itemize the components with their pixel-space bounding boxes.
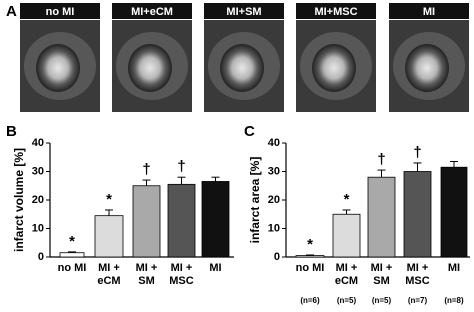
image-label: MI+SM [226,6,261,18]
significance-marker: † [377,151,385,168]
y-tick-label: 30 [268,165,280,177]
bar [295,255,325,258]
x-tick-label: MI + SM [370,262,393,287]
mri-heart [36,44,80,92]
bar [367,176,396,258]
bar [167,183,196,258]
y-tick-label: 40 [32,137,44,149]
y-tick-label: 0 [38,251,44,263]
bar [59,252,85,258]
significance-marker: † [413,144,421,161]
image-label-box [112,3,192,19]
image-label: no MI [46,6,75,18]
bar [94,215,124,258]
image-label-box [296,3,376,19]
y-tick-label: 20 [32,194,44,206]
image-label-box [389,3,469,19]
x-tick-label: no MI [57,262,87,274]
image-label: MI [423,6,435,18]
panel-label: A [6,3,17,20]
y-tick-label: 40 [268,137,280,149]
mri-heart [128,44,172,92]
mri-heart [405,44,449,92]
significance-marker: * [307,236,313,253]
x-tick-label: MI + SM [135,262,158,287]
n-label: (n=6) [300,296,320,305]
y-tick-label: 20 [268,194,280,206]
bar [332,213,361,258]
mri-heart [312,44,356,92]
y-tick-label: 10 [268,222,280,234]
x-tick-label: MI + eCM [97,262,121,287]
image-label: MI+eCM [131,6,173,18]
y-axis-label: infarct area [%] [248,157,262,244]
bar [201,181,230,258]
y-tick-label: 10 [32,222,44,234]
significance-marker: * [69,233,75,250]
bar [440,166,468,258]
x-tick-label: MI + MSC [169,262,194,287]
y-axis-label: infarct volume [%] [12,148,26,252]
significance-marker: * [344,191,350,208]
bar [403,171,432,258]
image-label-box [20,3,100,19]
significance-marker: * [106,191,112,208]
panel-label: B [6,123,17,140]
x-tick-label: no MI [295,262,325,274]
n-label: (n=8) [444,296,464,305]
significance-marker: † [142,161,150,178]
mri-heart [220,44,264,92]
image-label-box [204,3,284,19]
x-tick-label: MI [447,262,461,274]
y-tick-label: 30 [32,165,44,177]
panel-label: C [244,123,255,140]
x-tick-label: MI + eCM [334,262,359,287]
x-tick-label: MI + MSC [405,262,430,287]
x-tick-label: MI [209,262,222,274]
n-label: (n=7) [407,296,428,305]
image-label: MI+MSC [314,6,357,18]
significance-marker: † [177,158,185,175]
y-tick-label: 0 [274,251,280,263]
n-label: (n=5) [371,296,392,305]
n-label: (n=5) [336,296,357,305]
bar [132,185,161,258]
